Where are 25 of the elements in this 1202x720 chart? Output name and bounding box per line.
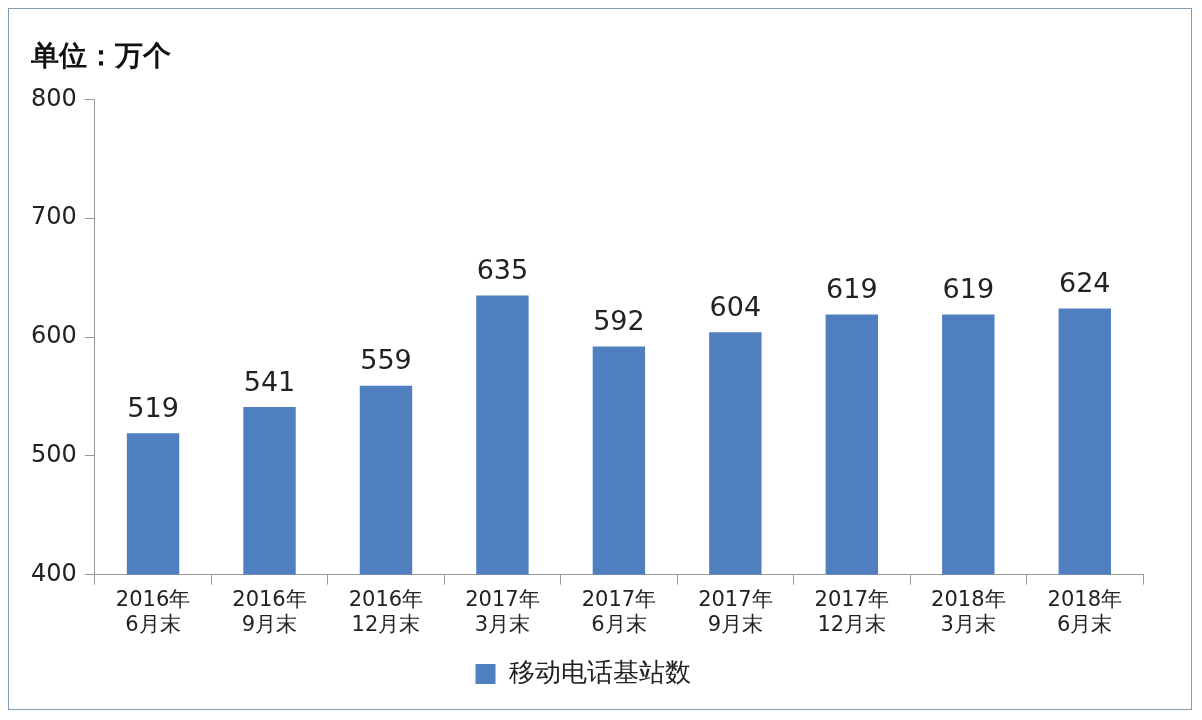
x-tick-label: 2017年 9月末 bbox=[698, 586, 773, 636]
data-label: 635 bbox=[476, 253, 529, 285]
y-tick-label: 500 bbox=[31, 440, 77, 469]
y-tick-label: 400 bbox=[31, 558, 77, 587]
x-tick-label: 2018年 6月末 bbox=[1047, 586, 1122, 636]
data-label: 559 bbox=[360, 344, 412, 376]
data-label: 541 bbox=[243, 365, 296, 397]
x-tick-label: 2016年 9月末 bbox=[232, 586, 307, 636]
y-tick-label: 600 bbox=[31, 321, 77, 350]
data-label: 519 bbox=[127, 391, 179, 423]
y-tick-label: 800 bbox=[31, 83, 77, 112]
data-label: 619 bbox=[942, 272, 995, 304]
y-tick-label: 700 bbox=[31, 202, 77, 231]
x-tick-label: 2017年 12月末 bbox=[814, 586, 890, 636]
data-label: 624 bbox=[1058, 267, 1111, 298]
x-tick-label: 2018年 3月末 bbox=[931, 586, 1006, 636]
data-label: 604 bbox=[709, 290, 762, 322]
x-tick-label: 2016年 12月末 bbox=[348, 586, 424, 636]
x-tick-label: 2017年 6月末 bbox=[581, 586, 657, 636]
x-tick-label: 2016年 6月末 bbox=[115, 586, 191, 636]
legend-label: 移动电话基站数 bbox=[508, 656, 691, 687]
data-label: 592 bbox=[593, 305, 645, 337]
data-label: 619 bbox=[826, 272, 878, 304]
y-axis-title: 单位：万个 bbox=[31, 38, 171, 74]
x-tick-label: 2017年 3月末 bbox=[465, 586, 540, 636]
